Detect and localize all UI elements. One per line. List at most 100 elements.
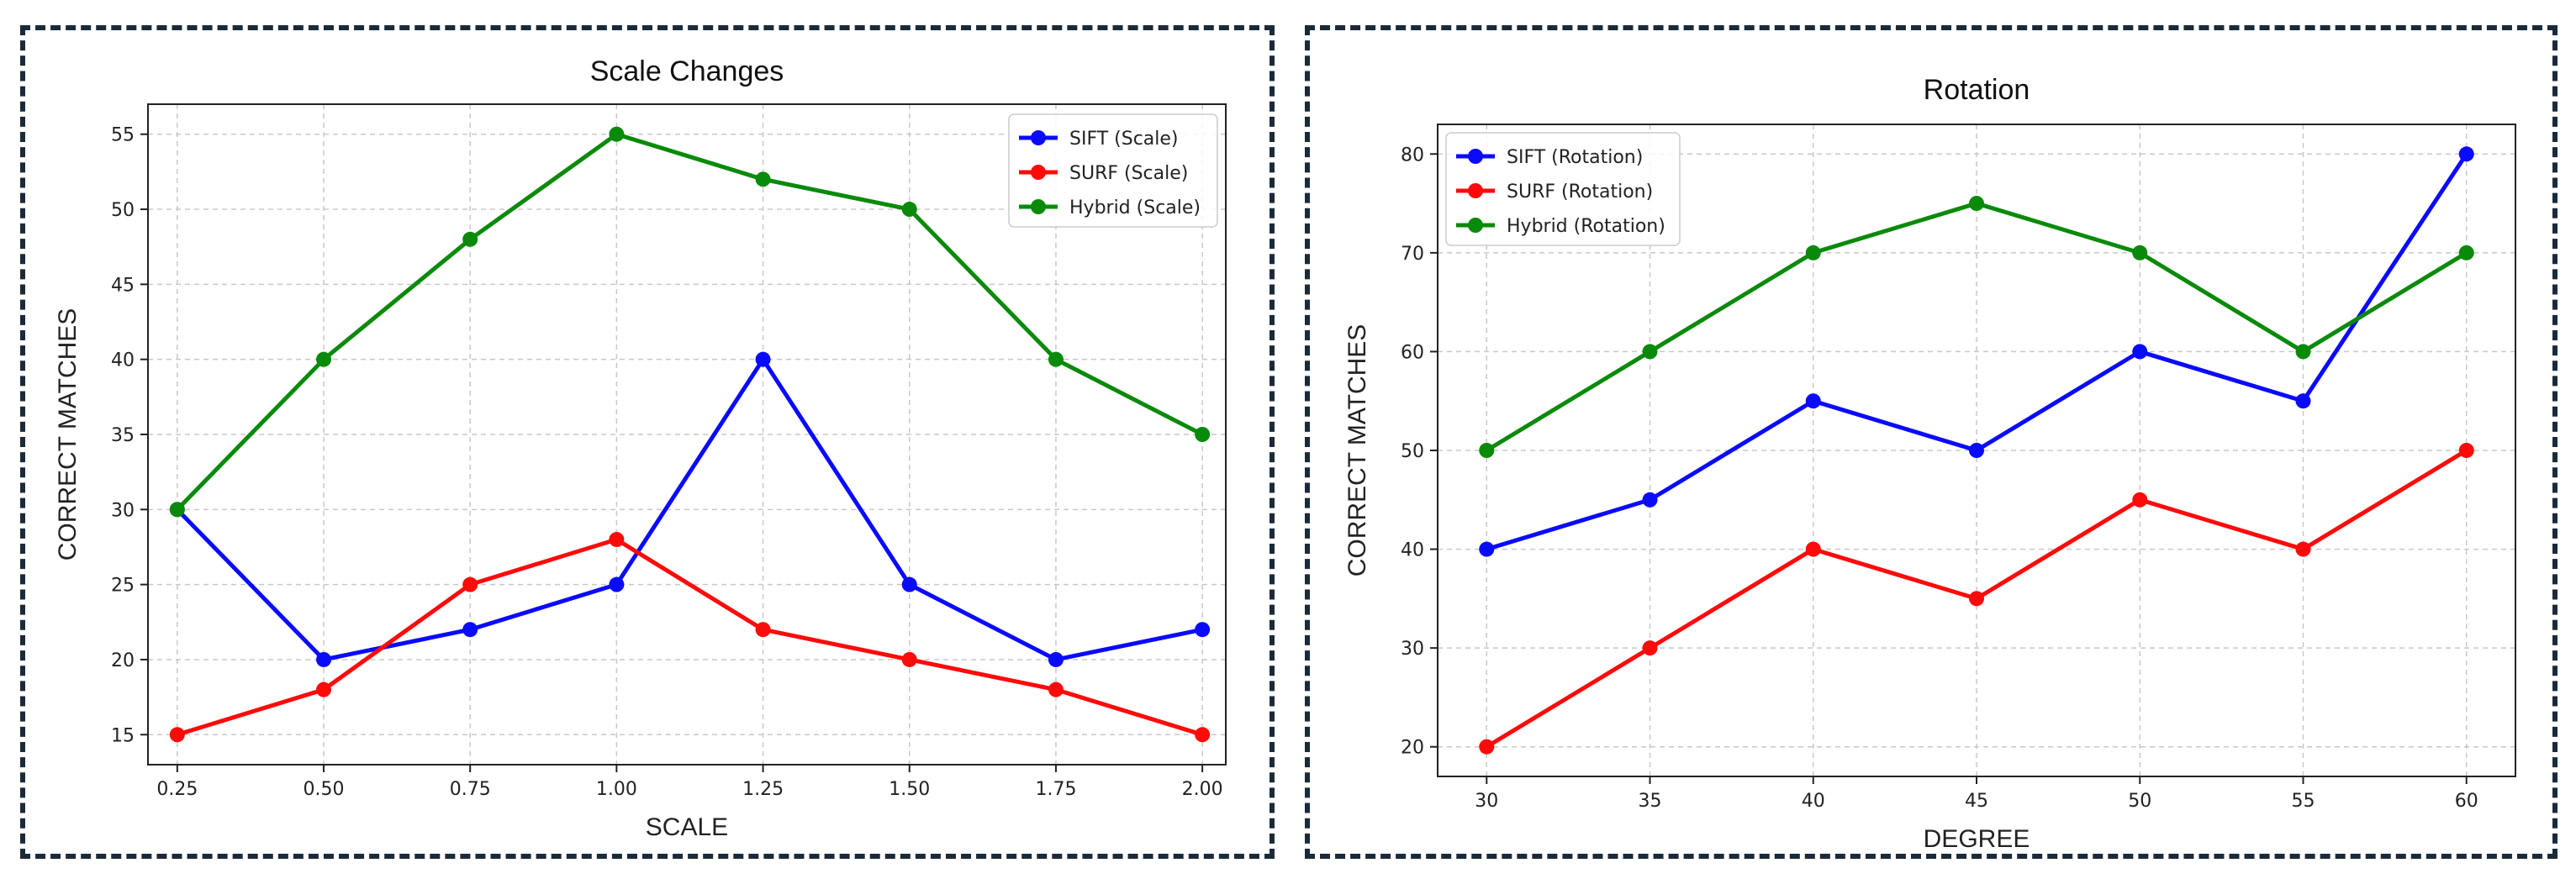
x-axis-title: DEGREE xyxy=(1924,825,2030,853)
x-tick-label: 45 xyxy=(1965,791,1988,812)
x-tick-label: 1.75 xyxy=(1035,779,1076,800)
legend-entry: Hybrid (Scale) xyxy=(1069,197,1201,218)
x-tick-label: 1.50 xyxy=(889,779,930,800)
data-point xyxy=(2458,245,2474,260)
y-tick-label: 40 xyxy=(1401,540,1424,561)
y-tick-label: 35 xyxy=(111,425,135,446)
legend-entry: SURF (Rotation) xyxy=(1507,182,1653,203)
data-point xyxy=(609,126,625,142)
x-tick-label: 40 xyxy=(1802,791,1825,812)
legend-entry: SIFT (Rotation) xyxy=(1507,147,1643,168)
x-tick-label: 0.25 xyxy=(156,779,198,800)
data-point xyxy=(2132,492,2148,508)
scale-changes-chart: 0.25 0.50 0.75 1.00 1.25 1.50 1.75 2.00 15 20 25 30… xyxy=(54,55,1227,841)
y-tick-label: 20 xyxy=(1401,738,1424,759)
data-point xyxy=(1805,245,1821,260)
x-tick-label: 0.50 xyxy=(304,779,345,800)
scale-changes-panel: 0.25 0.50 0.75 1.00 1.25 1.50 1.75 2.00 15 20 25 30… xyxy=(20,25,1275,859)
data-point xyxy=(2295,541,2311,557)
data-point xyxy=(1479,443,1495,458)
y-tick-label: 70 xyxy=(1401,244,1424,265)
data-point xyxy=(1195,427,1211,442)
data-point xyxy=(901,576,917,592)
legend-entry: Hybrid (Rotation) xyxy=(1507,216,1665,237)
data-point xyxy=(2132,245,2148,260)
data-point xyxy=(1969,591,1984,607)
y-tick-label: 25 xyxy=(111,576,135,597)
data-point xyxy=(1805,541,1821,557)
data-point xyxy=(1805,393,1821,409)
data-point xyxy=(1195,622,1211,638)
data-point xyxy=(2295,393,2311,409)
y-axis-title: CORRECT MATCHES xyxy=(54,308,82,561)
legend-swatch-marker xyxy=(1031,165,1046,180)
data-point xyxy=(1195,727,1211,743)
data-point xyxy=(462,231,478,247)
y-tick-label: 50 xyxy=(111,200,135,221)
chart-title: Scale Changes xyxy=(590,55,784,87)
y-tick-label: 30 xyxy=(111,500,135,521)
y-tick-label: 80 xyxy=(1401,145,1424,166)
x-tick-label: 0.75 xyxy=(450,779,491,800)
data-point xyxy=(462,576,478,592)
legend-swatch-marker xyxy=(1468,183,1483,198)
x-axis-title: SCALE xyxy=(646,813,728,841)
x-tick-label: 55 xyxy=(2291,791,2315,812)
x-tick-label: 2.00 xyxy=(1182,779,1223,800)
data-point xyxy=(316,681,332,697)
data-point xyxy=(1642,640,1658,656)
rotation-panel: 30 35 40 45 50 55 60 20 30 40 50 60 70 80 Rotation DEGR… xyxy=(1305,25,2558,859)
series-line-2 xyxy=(176,132,1204,512)
y-tick-label: 60 xyxy=(1401,342,1424,363)
data-point xyxy=(169,502,185,518)
series-line-0 xyxy=(176,357,1203,662)
data-point xyxy=(2458,443,2474,458)
y-tick-label: 40 xyxy=(111,350,135,371)
data-point xyxy=(1969,443,1984,458)
data-point xyxy=(316,351,332,367)
data-point xyxy=(901,651,917,667)
legend-box xyxy=(1008,113,1218,228)
legend-box xyxy=(1445,132,1681,246)
data-point xyxy=(462,622,478,638)
legend-swatch-marker xyxy=(1468,149,1483,164)
data-point xyxy=(1048,351,1064,367)
data-point xyxy=(2458,146,2474,162)
legend-entry: SIFT (Scale) xyxy=(1069,129,1179,150)
y-tick-label: 20 xyxy=(111,650,135,671)
data-point xyxy=(1048,681,1064,697)
data-point xyxy=(1479,541,1495,557)
data-point xyxy=(755,171,771,187)
x-tick-label: 1.00 xyxy=(596,779,637,800)
data-point xyxy=(901,202,917,218)
x-tick-label: 35 xyxy=(1639,791,1662,812)
data-point xyxy=(1479,739,1495,755)
y-tick-label: 15 xyxy=(111,725,135,746)
series-line-1 xyxy=(177,537,1203,737)
legend-swatch-marker xyxy=(1031,199,1046,214)
x-tick-label: 60 xyxy=(2455,791,2478,812)
data-point xyxy=(1048,651,1064,667)
y-tick-label: 55 xyxy=(111,125,135,146)
chart-title: Rotation xyxy=(1924,74,2030,106)
legend-swatch-marker xyxy=(1468,218,1483,233)
data-point xyxy=(316,651,332,667)
data-point xyxy=(2132,344,2148,360)
data-point xyxy=(755,622,771,638)
x-tick-label: 30 xyxy=(1475,791,1498,812)
data-point xyxy=(169,727,185,743)
x-tick-label: 1.25 xyxy=(742,779,784,800)
data-point xyxy=(1969,196,1984,212)
legend-swatch-marker xyxy=(1031,130,1046,145)
data-point xyxy=(609,576,625,592)
rotation-chart: 30 35 40 45 50 55 60 20 30 40 50 60 70 80 Rotation DEGR… xyxy=(1343,74,2516,853)
x-tick-label: 50 xyxy=(2128,791,2151,812)
legend-entry: SURF (Scale) xyxy=(1069,163,1188,184)
y-tick-label: 50 xyxy=(1401,441,1424,462)
y-tick-label: 30 xyxy=(1401,639,1424,660)
y-axis-title: CORRECT MATCHES xyxy=(1343,324,1371,577)
y-tick-label: 45 xyxy=(111,275,135,296)
data-point xyxy=(1642,492,1658,508)
data-point xyxy=(1642,344,1658,360)
data-point xyxy=(2295,344,2311,360)
